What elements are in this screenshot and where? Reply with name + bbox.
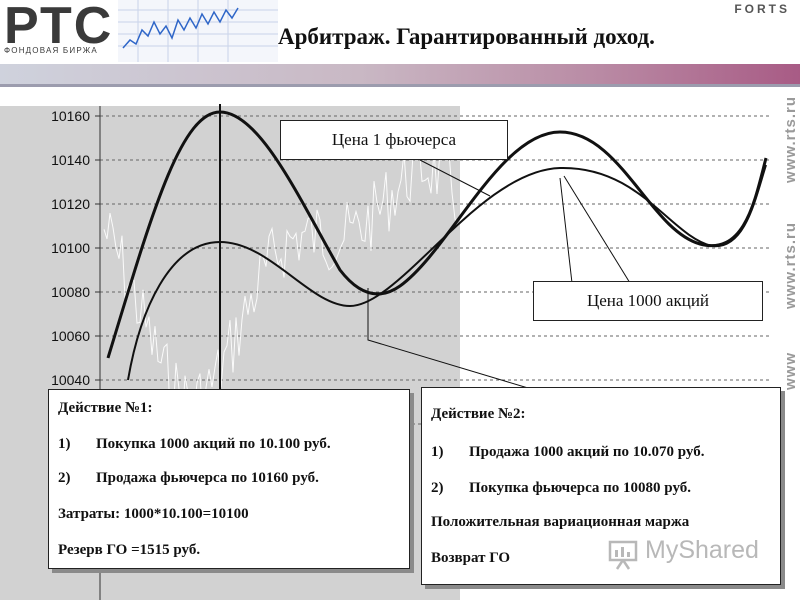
callout-futures-price: Цена 1 фьючерса	[280, 120, 508, 160]
forts-label: FORTS	[734, 2, 790, 16]
action1-item1-number: 1)	[58, 436, 71, 452]
page-title: Арбитраж. Гарантированный доход.	[278, 24, 655, 49]
action1-reserve: Резерв ГО =1515 руб.	[58, 542, 201, 558]
action1-item2: Продажа фьючерса по 10160 руб.	[96, 470, 319, 486]
y-tick-label: 10060	[51, 328, 90, 344]
action2-return: Возврат ГО	[431, 550, 511, 566]
action1-title: Действие №1:	[58, 400, 153, 416]
y-tick-label: 10160	[51, 108, 90, 124]
header: РТС ФОНДОВАЯ БИРЖА FORTS Арбитраж. Гаран…	[0, 0, 800, 92]
presentation-board-icon	[608, 540, 638, 570]
action2-item1-number: 1)	[431, 444, 444, 460]
action1-box: Действие №1: 1) Покупка 1000 акций по 10…	[48, 389, 410, 569]
header-band	[0, 64, 800, 86]
stock-noise-line	[103, 138, 459, 429]
action2-item2-number: 2)	[431, 480, 444, 496]
y-tick-label: 10040	[51, 372, 90, 388]
callout-leaders	[367, 159, 631, 389]
logo-text: РТС	[4, 0, 114, 55]
futures-price-line	[106, 110, 768, 359]
y-axis-ticks: 10160 10140 10120 10100 10080 10060 10040	[51, 108, 100, 388]
y-tick-label: 10140	[51, 152, 90, 168]
header-chart-decoration	[118, 0, 278, 62]
y-tick-label: 10100	[51, 240, 90, 256]
side-watermark-2: www.rts.ru	[782, 222, 799, 309]
watermark-text: MyShared	[645, 536, 759, 564]
action2-item2: Покупка фьючерса по 10080 руб.	[469, 480, 691, 496]
action2-item1: Продажа 1000 акций по 10.070 руб.	[469, 444, 705, 460]
rts-logo[interactable]: РТС ФОНДОВАЯ БИРЖА	[0, 0, 119, 60]
y-tick-label: 10120	[51, 196, 90, 212]
action1-cost: Затраты: 1000*10.100=10100	[58, 506, 249, 522]
shares-price-line	[127, 164, 767, 381]
callout-shares-price: Цена 1000 акций	[533, 281, 763, 321]
action1-item2-number: 2)	[58, 470, 71, 486]
side-watermark-3: www	[782, 352, 799, 391]
action2-margin: Положительная вариационная маржа	[431, 514, 690, 530]
action2-title: Действие №2:	[431, 406, 526, 422]
header-band-line	[0, 84, 800, 87]
side-watermark-1: www.rts.ru	[782, 96, 799, 183]
y-tick-label: 10080	[51, 284, 90, 300]
action1-item1: Покупка 1000 акций по 10.100 руб.	[96, 436, 331, 452]
logo-subtitle: ФОНДОВАЯ БИРЖА	[4, 46, 98, 55]
action2-box: Действие №2: 1) Продажа 1000 акций по 10…	[421, 387, 781, 585]
